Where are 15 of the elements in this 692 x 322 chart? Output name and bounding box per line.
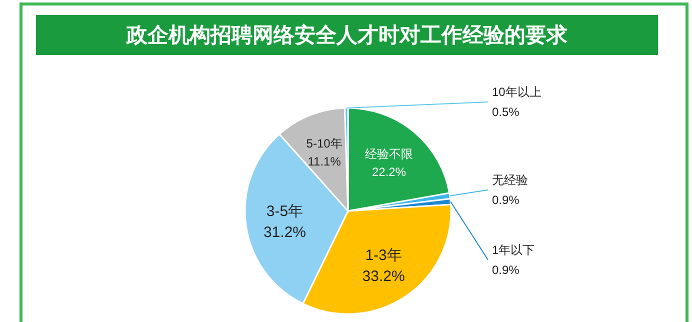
slice-label: 5-10年 <box>306 136 342 151</box>
slice-label: 3-5年 <box>266 202 304 220</box>
data-label: 31.2% <box>263 224 306 241</box>
slice-label: 1年以下 <box>492 242 535 257</box>
slice-label: 无经验 <box>492 172 528 187</box>
slice-label: 10年以上 <box>492 85 542 100</box>
slice-label: 1-3年 <box>365 247 402 264</box>
data-label: 33.2% <box>362 268 405 286</box>
chart-title: 政企机构招聘网络安全人才时对工作经验的要求 <box>126 23 568 47</box>
data-label: 0.9% <box>492 192 520 207</box>
data-label: 22.2% <box>372 165 406 180</box>
data-label: 11.1% <box>308 154 342 169</box>
data-label: 0.9% <box>492 262 520 277</box>
data-label: 0.5% <box>492 105 520 120</box>
slice-label: 经验不限 <box>365 147 414 162</box>
